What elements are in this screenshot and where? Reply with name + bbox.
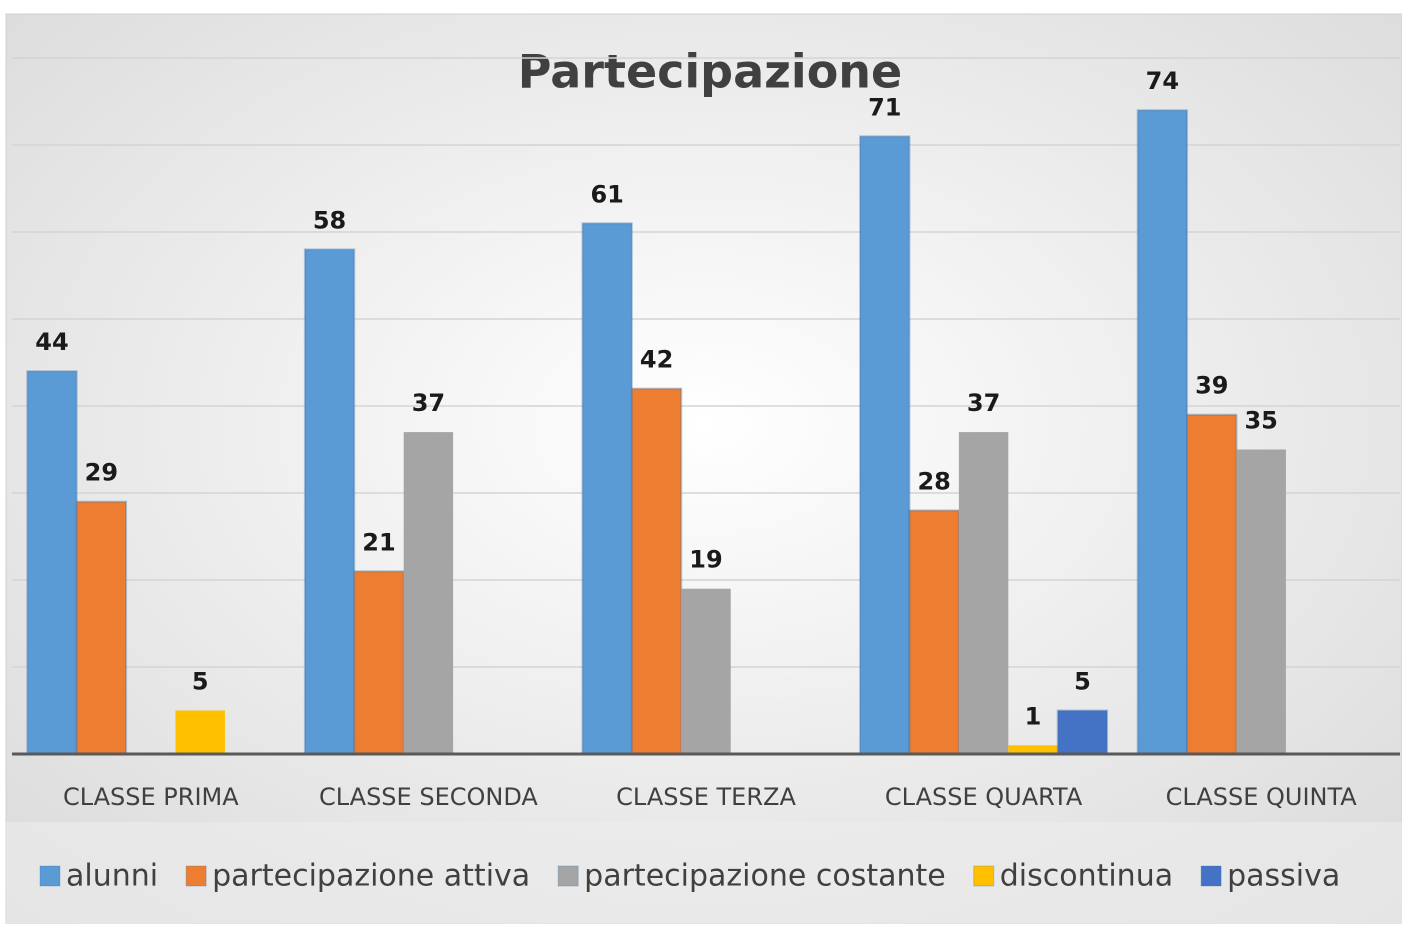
data-label: 28: [917, 467, 950, 495]
bar: [859, 135, 911, 756]
data-label: 5: [192, 668, 209, 696]
bar: [75, 500, 128, 756]
x-tick-label: CLASSE TERZA: [616, 783, 796, 811]
x-tick-label: CLASSE QUINTA: [1166, 783, 1358, 811]
legend-label: partecipazione costante: [584, 859, 946, 894]
bar: [1056, 709, 1109, 755]
bar: [1008, 745, 1058, 754]
bar: [630, 387, 683, 755]
data-label: 1: [1025, 702, 1042, 730]
data-label: 37: [967, 389, 1000, 417]
bar: [403, 432, 454, 754]
data-label: 74: [1146, 67, 1179, 95]
x-tick-label: CLASSE QUARTA: [885, 783, 1083, 811]
data-label: 44: [35, 328, 68, 356]
legend-label: discontinua: [1000, 859, 1173, 894]
data-label: 5: [1074, 668, 1091, 696]
legend-swatch: [1200, 865, 1222, 887]
bar: [303, 248, 356, 755]
bar: [581, 222, 633, 756]
data-label: 19: [689, 546, 722, 574]
bar: [175, 710, 225, 754]
data-label: 42: [640, 346, 673, 374]
bar: [26, 370, 78, 755]
legend-swatch: [973, 865, 995, 887]
legend-label: alunni: [66, 859, 158, 894]
data-label: 39: [1195, 372, 1228, 400]
x-tick-label: CLASSE PRIMA: [63, 783, 239, 811]
data-label: 21: [362, 528, 395, 556]
x-tick-label: CLASSE SECONDA: [319, 783, 538, 811]
data-label: 71: [868, 93, 901, 121]
legend-label: passiva: [1227, 859, 1340, 894]
legend-band: [6, 822, 1402, 924]
data-label: 35: [1244, 407, 1277, 435]
data-label: 58: [313, 206, 346, 234]
legend-swatch: [185, 865, 207, 887]
legend-swatch: [557, 865, 579, 887]
bar: [353, 570, 405, 755]
data-label: 61: [590, 180, 623, 208]
bar: [681, 588, 731, 754]
chart-title: Partecipazione: [518, 45, 903, 99]
bar: [958, 432, 1009, 754]
data-label: 37: [412, 389, 445, 417]
bar: [1136, 109, 1189, 755]
data-label: 29: [85, 459, 118, 487]
bar: [908, 509, 960, 755]
legend-swatch: [39, 865, 61, 887]
bar: [1186, 413, 1238, 755]
legend-label: partecipazione attiva: [212, 859, 530, 894]
bar: [1236, 449, 1286, 754]
